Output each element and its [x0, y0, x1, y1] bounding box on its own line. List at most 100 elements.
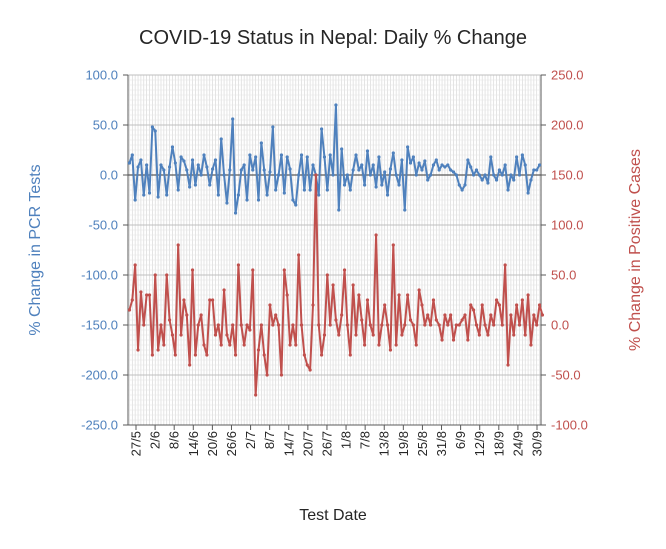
x-tick-label: 18/9 — [491, 431, 506, 456]
right-series-point — [185, 313, 189, 317]
right-series-point — [365, 298, 370, 302]
right-series-point — [380, 323, 384, 327]
chart-title: COVID-19 Status in Nepal: Daily % Change — [139, 27, 527, 49]
left-tick-label: 100.0 — [85, 68, 118, 83]
right-series-point — [480, 303, 484, 307]
right-series-point — [460, 318, 464, 322]
right-series-point — [431, 298, 436, 302]
left-series-point — [374, 185, 378, 189]
left-series-point — [463, 183, 467, 187]
left-series-point — [150, 125, 154, 129]
x-tick-label: 26/6 — [224, 431, 239, 456]
left-series-point — [385, 193, 390, 197]
right-tick-label: -50.0 — [551, 368, 581, 383]
left-axis-ticks: 100.0 50.0 0.0 -50.0 -100.0 -150.0 -200.0 -250.… — [81, 68, 128, 433]
right-series-point — [233, 353, 238, 357]
left-series-point — [325, 188, 329, 192]
x-tick-label: 1/8 — [339, 431, 354, 449]
left-series-point — [466, 158, 470, 162]
right-series-point — [156, 348, 160, 352]
left-series-point — [268, 170, 272, 174]
x-tick-label: 27/5 — [129, 431, 144, 456]
left-series-point — [190, 158, 195, 162]
right-series-point — [434, 318, 438, 322]
left-series-point — [371, 163, 375, 167]
right-series-point — [248, 328, 252, 332]
x-tick-label: 2/6 — [148, 431, 163, 449]
right-series-point — [426, 313, 430, 317]
left-series-point — [319, 127, 324, 131]
left-series-point — [202, 153, 206, 157]
right-series-point — [351, 283, 355, 287]
right-series-point — [188, 363, 192, 367]
left-series-point — [208, 183, 212, 187]
left-series-point — [276, 173, 281, 177]
left-series-point — [431, 163, 436, 167]
left-series-point — [127, 161, 132, 165]
right-series-point — [535, 323, 539, 327]
right-series-point — [127, 308, 132, 312]
left-series-point — [305, 155, 309, 159]
left-series-point — [297, 173, 301, 177]
left-series-point — [400, 158, 404, 162]
right-series-point — [285, 293, 289, 297]
right-series-point — [423, 323, 427, 327]
right-series-point — [368, 323, 372, 327]
right-series-point — [417, 288, 421, 292]
right-series-point — [489, 313, 493, 317]
left-series-point — [532, 168, 536, 172]
right-series-point — [265, 373, 269, 377]
left-series-point — [363, 183, 367, 187]
left-series-point — [457, 183, 461, 187]
right-series-point — [443, 313, 447, 317]
x-tick-label: 8/6 — [167, 431, 182, 449]
right-tick-label: 100.0 — [551, 218, 584, 233]
right-series-point — [414, 343, 418, 347]
left-series-point — [454, 173, 458, 177]
right-tick-label: 0.0 — [551, 318, 569, 333]
right-series-point — [239, 323, 243, 327]
right-series-point — [340, 313, 344, 317]
left-series-point — [196, 163, 200, 167]
right-series-point — [406, 293, 410, 297]
right-tick-label: 50.0 — [551, 268, 576, 283]
right-series-point — [291, 323, 295, 327]
left-series-point — [437, 168, 441, 172]
x-axis-ticks: 27/5 2/6 8/6 14/6 20/6 26/6 2/7 8/7 14/7 20/7 26/7… — [129, 425, 545, 456]
left-series-point — [162, 168, 166, 172]
right-series-point — [328, 323, 332, 327]
right-series-point — [469, 303, 473, 307]
left-series-point — [460, 188, 464, 192]
left-series-point — [334, 103, 338, 107]
right-series-point — [262, 353, 266, 357]
right-series-point — [274, 313, 278, 317]
left-series-point — [265, 193, 269, 197]
right-series-point — [147, 293, 152, 297]
right-series-point — [446, 323, 450, 327]
left-series-point — [153, 129, 157, 133]
x-tick-label: 31/8 — [434, 431, 449, 456]
left-series-point — [274, 188, 278, 192]
left-series-point — [188, 185, 192, 189]
right-series-point — [311, 303, 315, 307]
left-series-point — [225, 201, 229, 205]
right-series-point — [308, 368, 312, 372]
right-series-point — [437, 323, 441, 327]
left-series-point — [489, 155, 493, 159]
left-series-point — [282, 191, 286, 195]
x-axis-title: Test Date — [299, 507, 367, 524]
right-series-point — [363, 343, 367, 347]
right-series-point — [532, 313, 536, 317]
x-tick-label: 7/8 — [358, 431, 373, 449]
right-series-point — [288, 343, 292, 347]
left-series-point — [285, 155, 289, 159]
left-series-point — [446, 163, 450, 167]
right-tick-label: 250.0 — [551, 68, 584, 83]
left-tick-label: -200.0 — [81, 368, 118, 383]
right-series-point — [454, 323, 458, 327]
right-series-point — [345, 323, 350, 327]
left-series-point — [414, 173, 418, 177]
right-series-point — [251, 268, 255, 272]
left-series-point — [411, 155, 415, 159]
left-series-point — [517, 173, 522, 177]
